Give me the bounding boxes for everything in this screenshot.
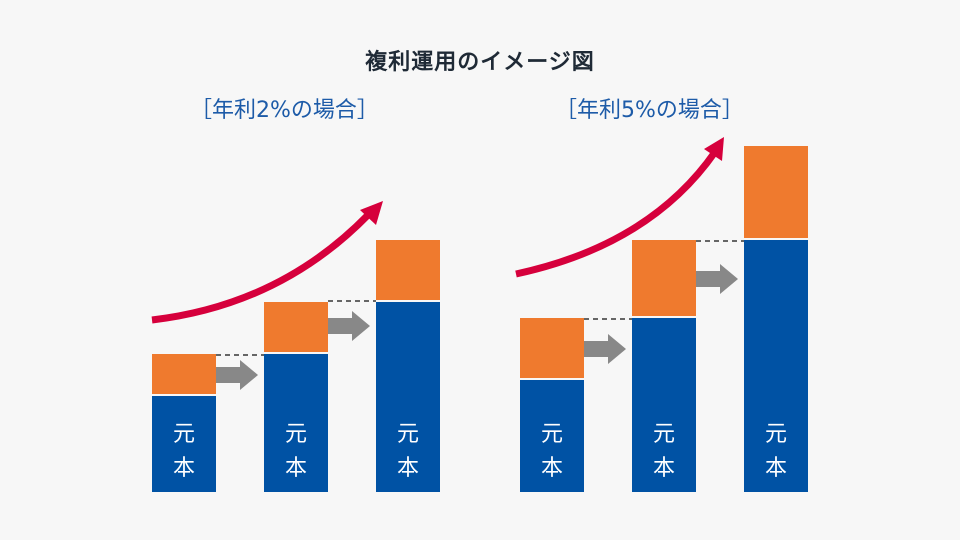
growth-arrow-5pct-icon [515,137,724,278]
principal-label: 元本 [540,422,563,481]
step-arrow-icons [216,264,738,390]
principal-segment: 元本 [520,380,584,492]
bar-5pct-year2: 元本 [632,240,696,492]
diagram-title: 複利運用のイメージ図 [365,50,595,75]
interest-segment [744,146,808,238]
step-arrow-icon [328,311,370,341]
interest-segment [520,318,584,378]
bar-2pct-year2: 元本 [264,302,328,492]
bar-5pct-year1: 元本 [520,318,584,492]
principal-segment: 元本 [264,354,328,492]
principal-segment: 元本 [152,396,216,492]
bar-2pct-year3: 元本 [376,240,440,492]
principal-label: 元本 [284,422,307,481]
interest-segment [264,302,328,352]
step-arrow-icon [696,264,738,294]
interest-segment [632,240,696,316]
dashed-connectors [216,240,744,356]
principal-segment: 元本 [376,302,440,492]
interest-segment [152,354,216,394]
principal-label: 元本 [396,422,419,481]
subtitle-2-percent: ［年利2%の場合］ [190,98,379,123]
step-arrow-icon [216,360,258,390]
step-arrow-icon [584,334,626,364]
principal-label: 元本 [764,422,787,481]
interest-segment [376,240,440,300]
principal-label: 元本 [172,422,195,481]
growth-arrow-2pct-icon [151,201,383,324]
bar-2pct-year1: 元本 [152,354,216,492]
principal-label: 元本 [652,422,675,481]
subtitle-5-percent: ［年利5%の場合］ [555,98,744,123]
bar-5pct-year3: 元本 [744,146,808,492]
principal-segment: 元本 [744,240,808,492]
principal-segment: 元本 [632,318,696,492]
